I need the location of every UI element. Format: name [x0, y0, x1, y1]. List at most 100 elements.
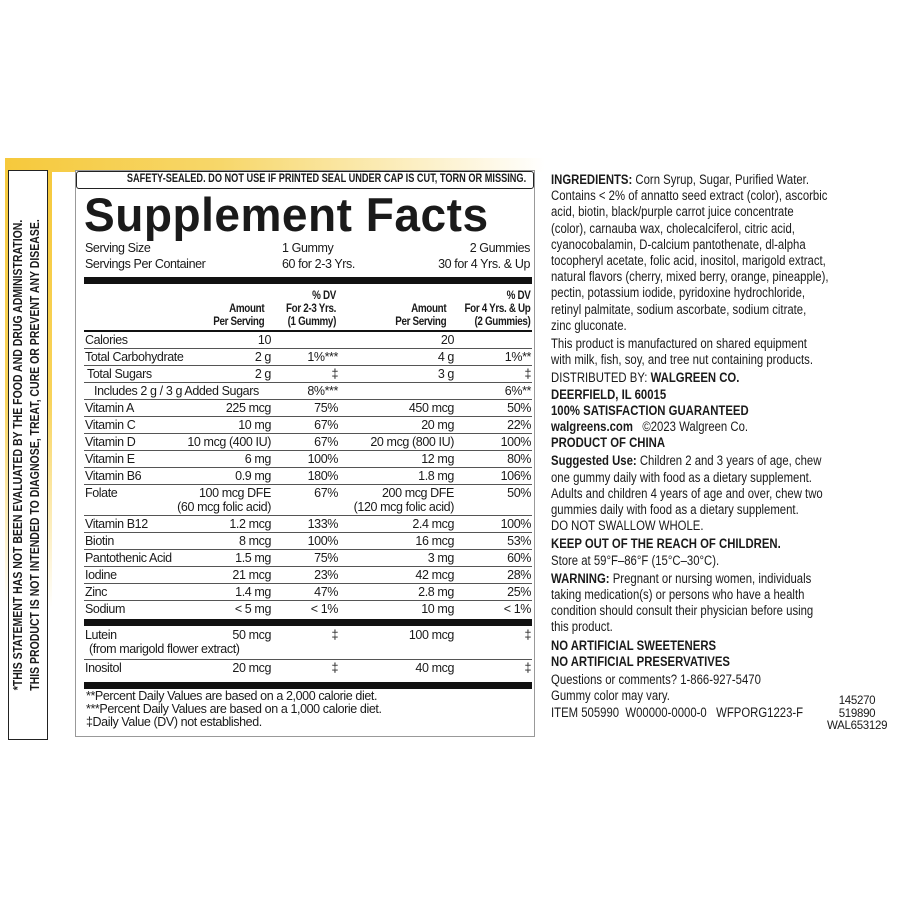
- amount-2: 1.8 mg: [418, 469, 454, 483]
- safety-seal-text: SAFETY-SEALED. DO NOT USE IF PRINTED SEA…: [126, 173, 527, 185]
- info-line: DEERFIELD, IL 60015: [551, 387, 837, 403]
- amount-1: 20 mcg: [232, 661, 271, 675]
- dv-2: 6%**: [504, 384, 532, 398]
- disclaimer-line-2: THIS PRODUCT IS NOT INTENDED TO DIAGNOSE…: [28, 219, 42, 691]
- info-line: condition should consult their physician…: [551, 603, 837, 619]
- info-line: zinc gluconate.: [551, 318, 837, 334]
- table-row: Vitamin B6 0.9 mg 180% 1.8 mg 106%: [84, 468, 532, 485]
- dv-2: ‡: [524, 628, 531, 642]
- dv-1: 180%: [307, 469, 339, 483]
- dv-header-1: % DV For 2-3 Yrs. (1 Gummy): [286, 289, 336, 328]
- disclaimer-line-1: *THIS STATEMENT HAS NOT BEEN EVALUATED B…: [11, 219, 25, 691]
- table-row: Includes 2 g / 3 g Added Sugars 8%*** 6%**: [84, 383, 532, 400]
- info-line: one gummy daily with food as a dietary s…: [551, 470, 837, 486]
- text: Questions or comments? 1-866-927-5470: [551, 672, 761, 688]
- text: retinyl palmitate, sodium ascorbate, sod…: [551, 301, 807, 317]
- dv-header-2: % DV For 4 Yrs. & Up (2 Gummies): [464, 289, 530, 328]
- text: Pregnant or nursing women, individuals: [609, 570, 812, 586]
- text: Gummy color may vary.: [551, 688, 670, 704]
- dv-header-2-line: (2 Gummies): [473, 314, 530, 328]
- dv-2: 50%: [507, 486, 531, 500]
- thick-divider: [84, 619, 532, 626]
- dv-2: ‡: [524, 367, 531, 381]
- dv-2: 50%: [507, 401, 531, 415]
- table-row: Vitamin C 10 mg 67% 20 mg 22%: [84, 417, 532, 434]
- dv-1: < 1%: [310, 602, 339, 616]
- info-line: Questions or comments? 1-866-927-5470: [551, 672, 837, 688]
- text: DO NOT SWALLOW WHOLE.: [551, 518, 704, 534]
- yellow-label-edge: [5, 158, 545, 172]
- nutrient-name: Iodine: [85, 568, 117, 582]
- amount-1: 8 mcg: [238, 534, 271, 548]
- info-line: DO NOT SWALLOW WHOLE.: [551, 518, 837, 534]
- table-row: Total Sugars 2 g ‡ 3 g ‡: [84, 366, 532, 383]
- dv-1: 67%: [314, 435, 338, 449]
- serving-size-label: Serving Size: [85, 241, 151, 255]
- dv-1: 75%: [314, 551, 338, 565]
- info-line: NO ARTIFICIAL PRESERVATIVES: [551, 654, 837, 670]
- item-codes: 145270 519890 WAL653129: [827, 695, 887, 733]
- info-line: INGREDIENTS: Corn Syrup, Sugar, Purified…: [551, 172, 837, 188]
- amount-header-1: Amount Per Serving: [213, 302, 264, 328]
- dv-1: 1%***: [307, 350, 338, 364]
- dv-1: 23%: [314, 568, 338, 582]
- info-line: DISTRIBUTED BY: WALGREEN CO.: [551, 370, 837, 386]
- amount-2: 10 mg: [421, 602, 454, 616]
- label-information-text: INGREDIENTS: Corn Syrup, Sugar, Purified…: [551, 172, 891, 721]
- amount-2: 450 mcg: [408, 401, 455, 415]
- table-row: Lutein (from marigold flower extract) 50 m…: [84, 627, 532, 660]
- text: Corn Syrup, Sugar, Purified Water.: [632, 172, 809, 187]
- amount-2: 12 mg: [421, 452, 454, 466]
- bold-text: WARNING:: [551, 570, 610, 586]
- supplement-facts-panel: SAFETY-SEALED. DO NOT USE IF PRINTED SEA…: [75, 170, 535, 737]
- thick-divider: [84, 682, 532, 689]
- nutrient-name: Vitamin B6: [85, 469, 142, 483]
- dv-1: ‡: [331, 367, 338, 381]
- table-row: Biotin 8 mcg 100% 16 mcg 53%: [84, 533, 532, 550]
- info-line: retinyl palmitate, sodium ascorbate, sod…: [551, 302, 837, 318]
- bold-text: Suggested Use:: [551, 453, 637, 469]
- amount-2: 3 g: [437, 367, 455, 381]
- text: DISTRIBUTED BY:: [551, 370, 651, 386]
- nutrient-name: Inositol: [85, 661, 122, 675]
- amount-1: < 5 mg: [234, 602, 272, 616]
- dv-1: 133%: [307, 517, 339, 531]
- info-line: PRODUCT OF CHINA: [551, 435, 837, 451]
- text: one gummy daily with food as a dietary s…: [551, 469, 812, 485]
- dv-2: 80%: [507, 452, 531, 466]
- amount-2: 2.8 mg: [418, 585, 454, 599]
- table-row: Zinc 1.4 mg 47% 2.8 mg 25%: [84, 584, 532, 601]
- info-line: Store at 59°F–86°F (15°C–30°C).: [551, 553, 837, 569]
- dv-2: 1%**: [504, 350, 532, 364]
- amount-1-detail: (60 mcg folic acid): [177, 500, 271, 514]
- nutrient-source: (from marigold flower extract): [89, 642, 240, 656]
- dv-1: 100%: [307, 452, 339, 466]
- thick-divider: [84, 277, 532, 284]
- dv-header-1-line: % DV: [312, 288, 336, 302]
- table-row: Vitamin A 225 mcg 75% 450 mcg 50%: [84, 400, 532, 417]
- bold-text: DEERFIELD, IL 60015: [551, 386, 667, 402]
- info-line: with milk, fish, soy, and tree nut conta…: [551, 352, 837, 368]
- amount-1: 1.4 mg: [235, 585, 271, 599]
- amount-2: 20 mg: [421, 418, 454, 432]
- footnote: ***Percent Daily Values are based on a 1…: [86, 702, 382, 716]
- text: taking medication(s) or persons who have…: [551, 587, 805, 603]
- text: tocopheryl acetate, folic acid, inositol…: [551, 253, 826, 269]
- nutrient-name: Total Carbohydrate: [85, 350, 184, 364]
- fda-disclaimer-box: *THIS STATEMENT HAS NOT BEEN EVALUATED B…: [8, 170, 48, 740]
- amount-1: 10 mg: [238, 418, 271, 432]
- amount-2: 40 mcg: [415, 661, 454, 675]
- dv-1: 100%: [307, 534, 339, 548]
- info-line: KEEP OUT OF THE REACH OF CHILDREN.: [551, 536, 837, 552]
- amount-header-2: Amount Per Serving: [395, 302, 446, 328]
- bold-text: WALGREEN CO.: [650, 370, 740, 386]
- nutrient-name: Vitamin E: [85, 452, 135, 466]
- dv-1: ‡: [331, 628, 338, 642]
- info-line: acid, biotin, black/purple carrot juice …: [551, 204, 837, 220]
- info-line: tocopheryl acetate, folic acid, inositol…: [551, 253, 837, 269]
- info-line: gummies daily with food as a dietary sup…: [551, 502, 837, 518]
- amount-2: 200 mcg DFE: [381, 486, 454, 500]
- dv-2: ‡: [524, 661, 531, 675]
- table-row: Calories 10 20: [84, 332, 532, 349]
- serving-size-2: 2 Gummies: [469, 241, 531, 255]
